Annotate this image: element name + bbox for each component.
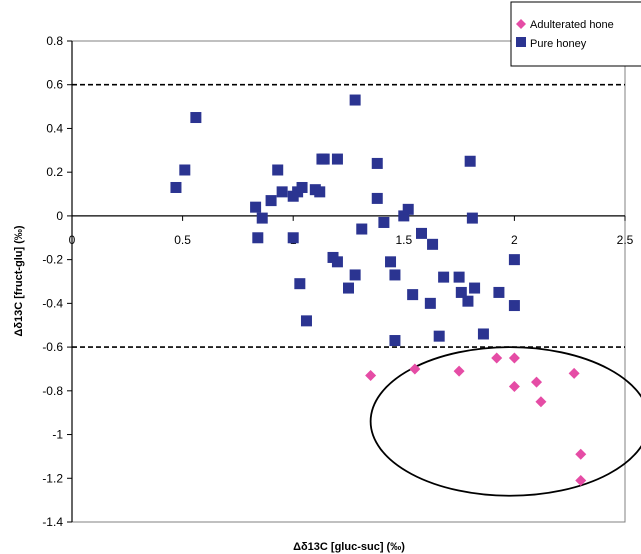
y-tick-label: -1.4 (42, 515, 63, 529)
adulterated-honey-point (568, 367, 580, 379)
pure-honey-point (250, 201, 262, 213)
pure-honey-point (438, 271, 450, 283)
pure-honey-point (343, 282, 354, 294)
legend-marker-pure (516, 37, 526, 47)
adulterated-honey-point (535, 396, 547, 408)
pure-honey-point (371, 192, 383, 204)
pure-honey-point (402, 203, 414, 215)
adulterated-honey-point (508, 352, 520, 364)
y-tick-label: -1.2 (42, 471, 63, 485)
x-tick-label: 0.5 (174, 233, 191, 247)
pure-honey-point (190, 112, 202, 124)
pure-honey-point (179, 164, 191, 176)
pure-honey-point (272, 164, 284, 176)
y-tick-label: -0.8 (42, 384, 63, 398)
adulterated-honey-point (531, 376, 543, 388)
pure-honey-point (462, 295, 474, 307)
pure-honey-point (296, 181, 308, 193)
x-tick-label: 0 (69, 233, 76, 247)
pure-honey-point (314, 186, 326, 198)
pure-honey-point (415, 227, 427, 239)
x-tick-label: 2 (511, 233, 518, 247)
pure-honey-point (389, 269, 401, 281)
pure-honey-point (466, 212, 478, 224)
pure-honey-point (256, 212, 268, 224)
adulterated-ellipse (369, 346, 641, 497)
y-tick-label: 0 (56, 209, 63, 223)
x-tick-label: 1.5 (395, 233, 412, 247)
plot-area (71, 40, 626, 523)
pure-honey-point (349, 269, 361, 281)
adulterated-honey-point (508, 380, 520, 392)
x-tick-label: 2.5 (617, 233, 634, 247)
pure-honey-point (331, 256, 343, 268)
pure-honey-point (477, 328, 489, 340)
legend-marker-adulterated (516, 19, 526, 29)
y-tick-label: 0.2 (46, 165, 63, 179)
pure-honey-point (508, 254, 520, 266)
pure-honey-point (433, 330, 445, 342)
pure-honey-point (398, 210, 410, 222)
pure-honey-point (294, 278, 306, 290)
pure-honey-point (453, 271, 465, 283)
adulterated-honey-point (491, 352, 503, 364)
adulterated-honey-point (575, 474, 587, 486)
pure-honey-point (371, 157, 383, 169)
pure-honey-point (493, 286, 505, 298)
x-axis-title: Δδ13C [gluc-suc] (‰) (293, 541, 405, 553)
pure-honey-point (389, 335, 401, 347)
y-tick-label: -0.4 (42, 296, 63, 310)
legend-label-adulterated: Adulterated hone (530, 19, 614, 31)
pure-honey-point (427, 238, 439, 250)
y-axis-title: Δδ13C [fruct-glu] (‰) (13, 225, 25, 336)
adulterated-honey-point (409, 363, 421, 375)
legend-label-pure: Pure honey (530, 38, 587, 50)
pure-honey-point (265, 195, 277, 207)
pure-honey-point (464, 155, 476, 167)
pure-honey-point (508, 300, 520, 312)
y-tick-label: -1 (52, 428, 63, 442)
pure-honey-point (252, 232, 264, 244)
data-points (170, 94, 587, 486)
pure-honey-point (356, 223, 368, 235)
y-tick-label: 0.4 (46, 121, 63, 135)
y-tick-label: -0.6 (42, 340, 63, 354)
pure-honey-point (276, 186, 288, 198)
legend: Adulterated hone Pure honey (510, 1, 641, 67)
legend-box (510, 1, 641, 67)
annotations (369, 346, 641, 497)
reference-lines (72, 83, 625, 348)
pure-honey-point (407, 289, 419, 301)
adulterated-honey-point (453, 365, 465, 377)
y-tick-label: 0.8 (46, 34, 63, 48)
pure-honey-point (385, 256, 397, 268)
y-axis-ticks: 0.8 0.6 0.4 0.2 0 -0.2 -0.4 -0.6 -0.8 -1 -1.2 -1.4 (42, 34, 72, 529)
y-tick-label: 0.6 (46, 78, 63, 92)
pure-honey-point (349, 94, 361, 106)
pure-honey-point (469, 282, 481, 294)
pure-honey-point (455, 286, 467, 298)
axes (71, 41, 625, 522)
pure-honey-point (424, 297, 436, 309)
pure-honey-point (378, 216, 390, 228)
pure-honey-point (170, 181, 182, 193)
pure-honey-point (300, 315, 312, 327)
pure-honey-point (331, 153, 343, 165)
pure-honey-point (318, 153, 330, 165)
y-tick-label: -0.2 (42, 253, 63, 267)
adulterated-honey-point (575, 448, 587, 460)
pure-honey-point (287, 232, 299, 244)
adulterated-honey-point (365, 370, 377, 382)
